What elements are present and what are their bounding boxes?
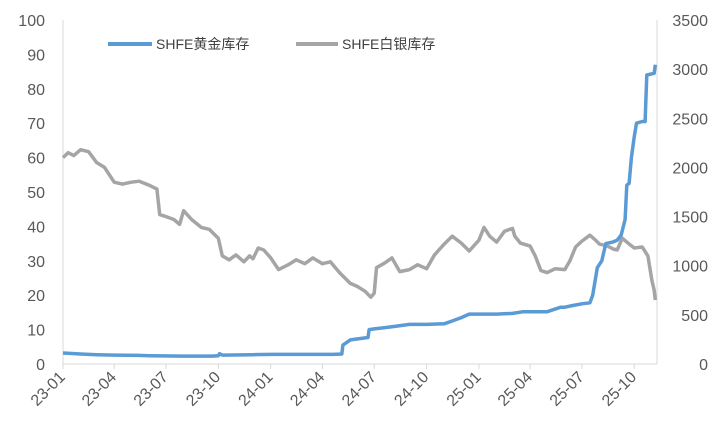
left-tick-label: 20: [27, 288, 45, 305]
right-tick-label: 1000: [672, 259, 708, 276]
series-line-silver-inventory: [61, 147, 658, 301]
x-tick-label: 25-07: [547, 369, 588, 410]
x-tick-label: 24-07: [339, 369, 380, 410]
left-tick-label: 70: [27, 116, 45, 133]
series-line-gold-inventory: [62, 64, 658, 358]
x-tick-label: 23-04: [79, 369, 120, 410]
right-tick-label: 2500: [672, 111, 708, 128]
legend: SHFE黄金库存 SHFE白银库存: [108, 36, 435, 52]
x-tick-label: 23-10: [183, 369, 224, 410]
left-tick-label: 30: [27, 254, 45, 271]
right-tick-label: 3000: [672, 62, 708, 79]
left-tick-label: 40: [27, 219, 45, 236]
x-tick-label: 23-01: [28, 369, 69, 410]
left-tick-label: 90: [27, 47, 45, 64]
left-tick-label: 100: [18, 13, 45, 30]
left-tick-label: 60: [27, 151, 45, 168]
x-tick-label: 23-07: [131, 369, 172, 410]
x-tick-label: 25-10: [599, 369, 640, 410]
right-tick-label: 1500: [672, 210, 708, 227]
x-tick-label: 24-04: [287, 369, 328, 410]
right-axis-ticks: 0 500 1000 1500 2000 2500 3000 3500: [672, 13, 708, 374]
legend-item-gold: SHFE黄金库存: [108, 36, 249, 52]
left-tick-label: 50: [27, 185, 45, 202]
legend-label-silver: SHFE白银库存: [342, 36, 435, 52]
x-tick-label: 25-01: [444, 369, 485, 410]
left-tick-label: 10: [27, 323, 45, 340]
left-tick-label: 80: [27, 82, 45, 99]
right-tick-label: 3500: [672, 13, 708, 30]
legend-label-gold: SHFE黄金库存: [156, 36, 249, 52]
x-tick-label: 24-10: [391, 369, 432, 410]
legend-item-silver: SHFE白银库存: [296, 36, 435, 52]
right-tick-label: 500: [681, 308, 708, 325]
x-tick-label: 24-01: [236, 369, 277, 410]
x-tick-label: 25-04: [495, 369, 536, 410]
right-tick-label: 2000: [672, 160, 708, 177]
x-axis-ticks: 23-01 23-04 23-07 23-10 24-01 24-04 24-07 24-10…: [28, 364, 640, 410]
right-tick-label: 0: [699, 357, 708, 374]
left-axis-ticks: 0 10 20 30 40 50 60 70 80 90 100: [18, 13, 45, 374]
left-tick-label: 0: [36, 357, 45, 374]
